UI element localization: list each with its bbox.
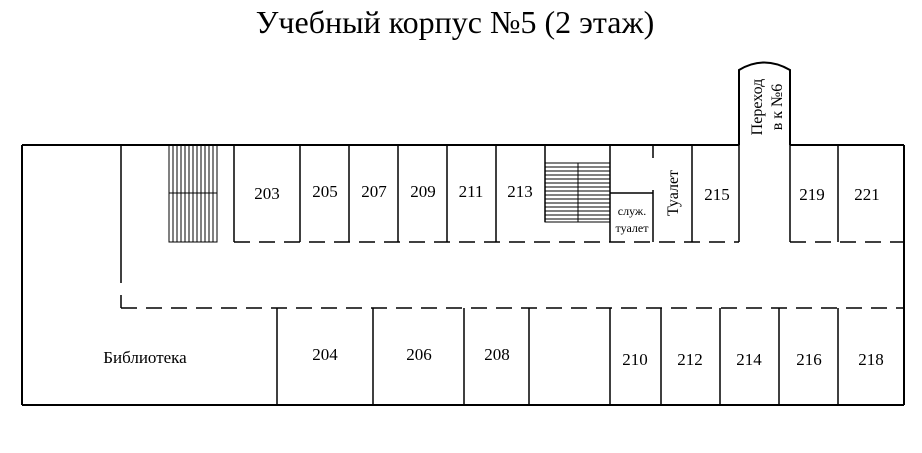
plan-title: Учебный корпус №5 (2 этаж): [255, 4, 655, 40]
stairwell-left: [168, 144, 218, 243]
toilet-label: Туалет: [665, 170, 682, 216]
room-label: 206: [406, 345, 432, 364]
room-label: 203: [254, 184, 280, 203]
passage-outline: [738, 61, 791, 145]
room-label: 212: [677, 350, 703, 369]
library-label: Библиотека: [103, 348, 187, 367]
room-label: 210: [622, 350, 648, 369]
stairwell-center: [544, 162, 611, 223]
service-toilet-label: служ.: [618, 204, 646, 218]
room-label: 207: [361, 182, 387, 201]
room-label: 216: [796, 350, 822, 369]
room-label: 211: [459, 182, 484, 201]
room-label: 205: [312, 182, 338, 201]
room-label: 219: [799, 185, 825, 204]
room-label: 208: [484, 345, 510, 364]
room-label: 209: [410, 182, 436, 201]
service-toilet-label: туалет: [616, 221, 650, 235]
room-label: 221: [854, 185, 880, 204]
passage-label: в к №6: [769, 84, 786, 131]
passage-label: Переход: [749, 79, 766, 136]
room-label: 213: [507, 182, 533, 201]
room-label: 215: [704, 185, 730, 204]
room-label: 214: [736, 350, 762, 369]
room-label: 218: [858, 350, 884, 369]
room-label: 204: [312, 345, 338, 364]
